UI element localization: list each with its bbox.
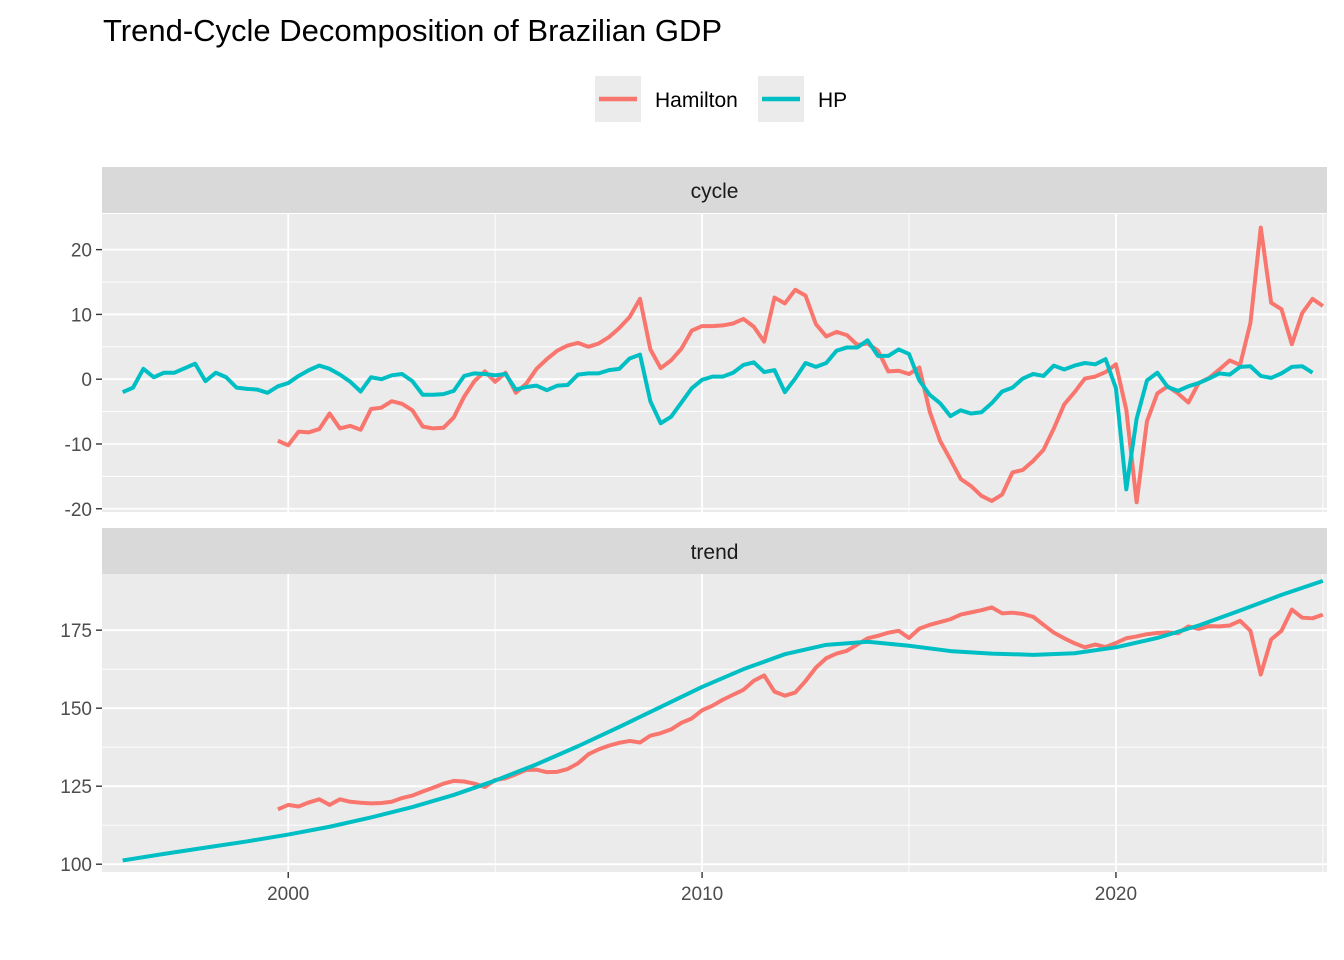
legend: Hamilton HP	[595, 76, 847, 122]
y-tick-label-trend: 175	[60, 621, 92, 642]
y-tick-label-trend: 100	[60, 855, 92, 876]
y-tick-label-cycle: 20	[71, 241, 92, 262]
series-lines-trend	[122, 578, 1324, 863]
series-lines-cycle	[121, 225, 1324, 505]
gridlines-trend	[102, 574, 1327, 872]
x-tick-label: 2000	[267, 884, 309, 905]
legend-label-hamilton: Hamilton	[655, 89, 738, 112]
strip-trend	[102, 528, 1327, 574]
y-tick-label-cycle: 10	[71, 305, 92, 326]
panel-trend: trend 100 125 150 175	[60, 528, 1327, 876]
strip-label-cycle: cycle	[691, 180, 739, 203]
strip-label-trend: trend	[691, 541, 739, 564]
y-tick-label-trend: 125	[60, 777, 92, 798]
y-tick-label-cycle: 0	[81, 370, 92, 391]
panel-cycle: cycle -20 -10 0 10 20	[65, 167, 1327, 521]
x-tick-label: 2010	[681, 884, 723, 905]
plot-area-cycle	[102, 214, 1327, 512]
y-tick-label-trend: 150	[60, 699, 92, 720]
series-line-hp-cycle	[121, 338, 1314, 492]
y-tick-label-cycle: -10	[65, 435, 92, 456]
y-tick-label-cycle: -20	[65, 500, 92, 521]
x-tick-label: 2020	[1095, 884, 1137, 905]
y-axis-trend: 100 125 150 175	[60, 621, 102, 876]
series-line-hp-trend	[122, 578, 1324, 863]
series-line-hamilton-trend	[277, 605, 1324, 812]
strip-cycle	[102, 167, 1327, 213]
y-axis-cycle: -20 -10 0 10 20	[65, 241, 102, 521]
series-line-hamilton-cycle	[277, 225, 1324, 505]
x-axis: 2000 2010 2020	[267, 872, 1137, 905]
chart-title: Trend-Cycle Decomposition of Brazilian G…	[103, 13, 722, 48]
plot-area-trend	[102, 574, 1327, 872]
legend-label-hp: HP	[818, 89, 847, 112]
